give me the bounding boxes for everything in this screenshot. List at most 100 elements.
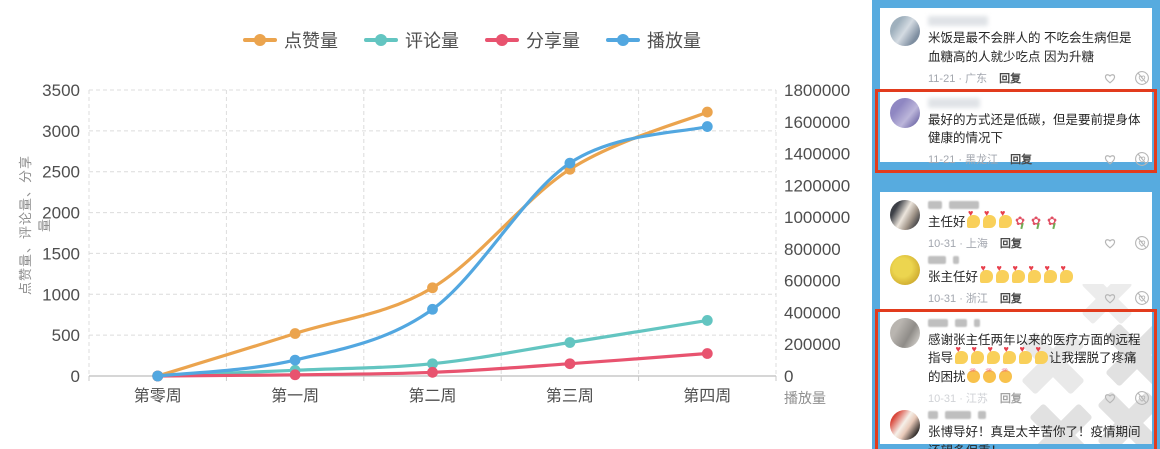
fingerheart-emoji-icon xyxy=(1059,264,1073,283)
comment-date-location: 10-31 · 江苏 xyxy=(928,392,988,405)
comment-panels: 米饭是最不会胖人的 不吃会生病但是 血糖高的人就少吃点 因为升糖 11-21 · … xyxy=(872,0,1160,449)
heart-like-icon[interactable] xyxy=(1102,235,1118,251)
x-axis-label: 第一周 xyxy=(271,387,319,405)
data-point-1[interactable] xyxy=(427,358,438,370)
fingerheart-emoji-icon xyxy=(986,345,1000,365)
legend-label: 分享量 xyxy=(526,31,580,51)
comment: 感谢张主任两年以来的医疗方面的远程指导让我摆脱了疼痛的困扰 10-31 · 江苏回… xyxy=(888,316,1149,406)
left-axis-tick: 2000 xyxy=(42,204,80,223)
data-point-3[interactable] xyxy=(701,121,713,132)
engagement-line-chart: 点赞量 评论量 分享量 播放量 0 500 1000 1500 2000 2500 3000 350… xyxy=(18,27,850,406)
comment-text: 主任好 xyxy=(928,209,1142,232)
data-point-1[interactable] xyxy=(564,337,576,348)
avatar[interactable] xyxy=(890,317,920,348)
redacted-username xyxy=(928,200,1144,210)
rose-emoji-icon xyxy=(1015,212,1028,230)
data-point-2[interactable] xyxy=(701,348,713,359)
comment-text: 感谢张主任两年以来的医疗方面的远程指导让我摆脱了疼痛的困扰 xyxy=(928,331,1142,387)
legend-marker-icon xyxy=(606,34,640,46)
comment: 最好的方式还是低碳，但是要前提身体健康的情况下 11-21 · 黑龙江 回复 xyxy=(888,96,1149,168)
left-axis-title: 点赞量、评论量、分享量 xyxy=(18,155,52,296)
chart-plot-area: 0 500 1000 1500 2000 2500 3000 3500 0 200000 40000… xyxy=(42,81,850,405)
slashed-heart-dislike-icon[interactable] xyxy=(1134,70,1150,86)
fingerheart-emoji-icon xyxy=(1011,264,1025,283)
slashed-heart-dislike-icon[interactable] xyxy=(1134,290,1150,306)
avatar[interactable] xyxy=(890,409,920,440)
legend-label: 播放量 xyxy=(647,31,701,51)
fingerheart-emoji-icon xyxy=(1043,264,1057,283)
data-point-3[interactable] xyxy=(564,157,576,169)
clap-emoji-icon xyxy=(967,365,981,383)
heart-like-icon[interactable] xyxy=(1102,390,1118,406)
x-axis-label: 第三周 xyxy=(546,387,594,405)
left-axis-tick: 3000 xyxy=(42,122,80,141)
fingerheart-emoji-icon xyxy=(1018,345,1032,365)
legend-item-3[interactable]: 播放量 xyxy=(606,27,701,53)
right-axis-tick: 0 xyxy=(784,367,793,386)
slashed-heart-dislike-icon[interactable] xyxy=(1134,151,1150,167)
left-axis-tick: 0 xyxy=(71,367,80,386)
avatar[interactable] xyxy=(890,254,920,285)
data-point-3[interactable] xyxy=(152,370,164,382)
chart-legend: 点赞量 评论量 分享量 播放量 xyxy=(243,27,701,53)
legend-marker-icon xyxy=(485,34,519,46)
right-axis-tick: 1600000 xyxy=(784,113,850,132)
comment-date-location: 10-31 · 上海 xyxy=(928,237,988,250)
comment-date-location: 11-21 · 黑龙江 xyxy=(928,154,999,166)
legend-label: 点赞量 xyxy=(284,31,338,51)
x-axis-label: 第四周 xyxy=(683,387,731,405)
slashed-heart-dislike-icon[interactable] xyxy=(1134,390,1150,406)
legend-item-0[interactable]: 点赞量 xyxy=(243,27,338,53)
data-point-0[interactable] xyxy=(427,282,438,294)
right-axis-tick: 1200000 xyxy=(784,176,850,195)
redacted-username xyxy=(928,16,1144,26)
redacted-username xyxy=(928,318,1144,328)
redacted-username xyxy=(928,255,1144,265)
legend-marker-icon xyxy=(364,34,398,46)
series-line-0 xyxy=(156,110,709,378)
data-point-2[interactable] xyxy=(564,358,576,370)
comment-date-location: 11-21 · 广东 xyxy=(928,72,988,85)
left-axis-tick: 1000 xyxy=(42,285,80,304)
data-point-2[interactable] xyxy=(289,369,301,381)
data-point-3[interactable] xyxy=(427,303,438,315)
right-axis-tick: 200000 xyxy=(784,335,841,354)
right-axis-tick: 1400000 xyxy=(784,145,850,164)
comment: 张博导好！真是太辛苦你了！疫情期间还望多保重！11-21 · 陕西回复 xyxy=(888,408,1144,449)
data-point-1[interactable] xyxy=(701,315,713,326)
data-point-0[interactable] xyxy=(701,106,713,118)
right-axis-title: 播放量 xyxy=(784,390,826,406)
heart-like-icon[interactable] xyxy=(1102,70,1118,86)
comment-card-top: 米饭是最不会胖人的 不吃会生病但是 血糖高的人就少吃点 因为升糖 11-21 · … xyxy=(875,8,1157,173)
highlight-red-box: 最好的方式还是低碳，但是要前提身体健康的情况下 11-21 · 黑龙江 回复 xyxy=(875,88,1157,173)
fingerheart-emoji-icon xyxy=(1002,345,1016,365)
reply-button[interactable]: 回复 xyxy=(1010,154,1033,166)
fingerheart-emoji-icon xyxy=(970,345,984,365)
reply-button[interactable]: 回复 xyxy=(999,237,1022,250)
avatar[interactable] xyxy=(890,97,920,128)
redacted-username xyxy=(928,97,1144,108)
data-point-2[interactable] xyxy=(427,366,438,378)
slashed-heart-dislike-icon[interactable] xyxy=(1134,235,1150,251)
reply-button[interactable]: 回复 xyxy=(999,392,1022,405)
fingerheart-emoji-icon xyxy=(979,264,993,283)
data-point-0[interactable] xyxy=(289,328,301,339)
left-axis-tick: 3500 xyxy=(42,81,80,100)
heart-like-icon[interactable] xyxy=(1102,151,1118,167)
reply-button[interactable]: 回复 xyxy=(999,292,1022,305)
data-point-3[interactable] xyxy=(289,354,301,366)
fingerheart-emoji-icon xyxy=(1027,264,1041,283)
legend-item-1[interactable]: 评论量 xyxy=(364,27,459,53)
legend-item-2[interactable]: 分享量 xyxy=(485,27,580,53)
right-axis-tick: 800000 xyxy=(784,240,841,259)
avatar[interactable] xyxy=(890,16,920,46)
reply-button[interactable]: 回复 xyxy=(999,72,1022,85)
fingerheart-emoji-icon xyxy=(983,209,997,228)
x-axis-label: 第零周 xyxy=(134,387,182,405)
avatar[interactable] xyxy=(890,200,920,230)
left-axis-tick: 500 xyxy=(52,326,80,345)
rose-emoji-icon xyxy=(1031,212,1044,230)
heart-like-icon[interactable] xyxy=(1102,290,1118,306)
right-axis-tick: 1800000 xyxy=(784,81,850,100)
